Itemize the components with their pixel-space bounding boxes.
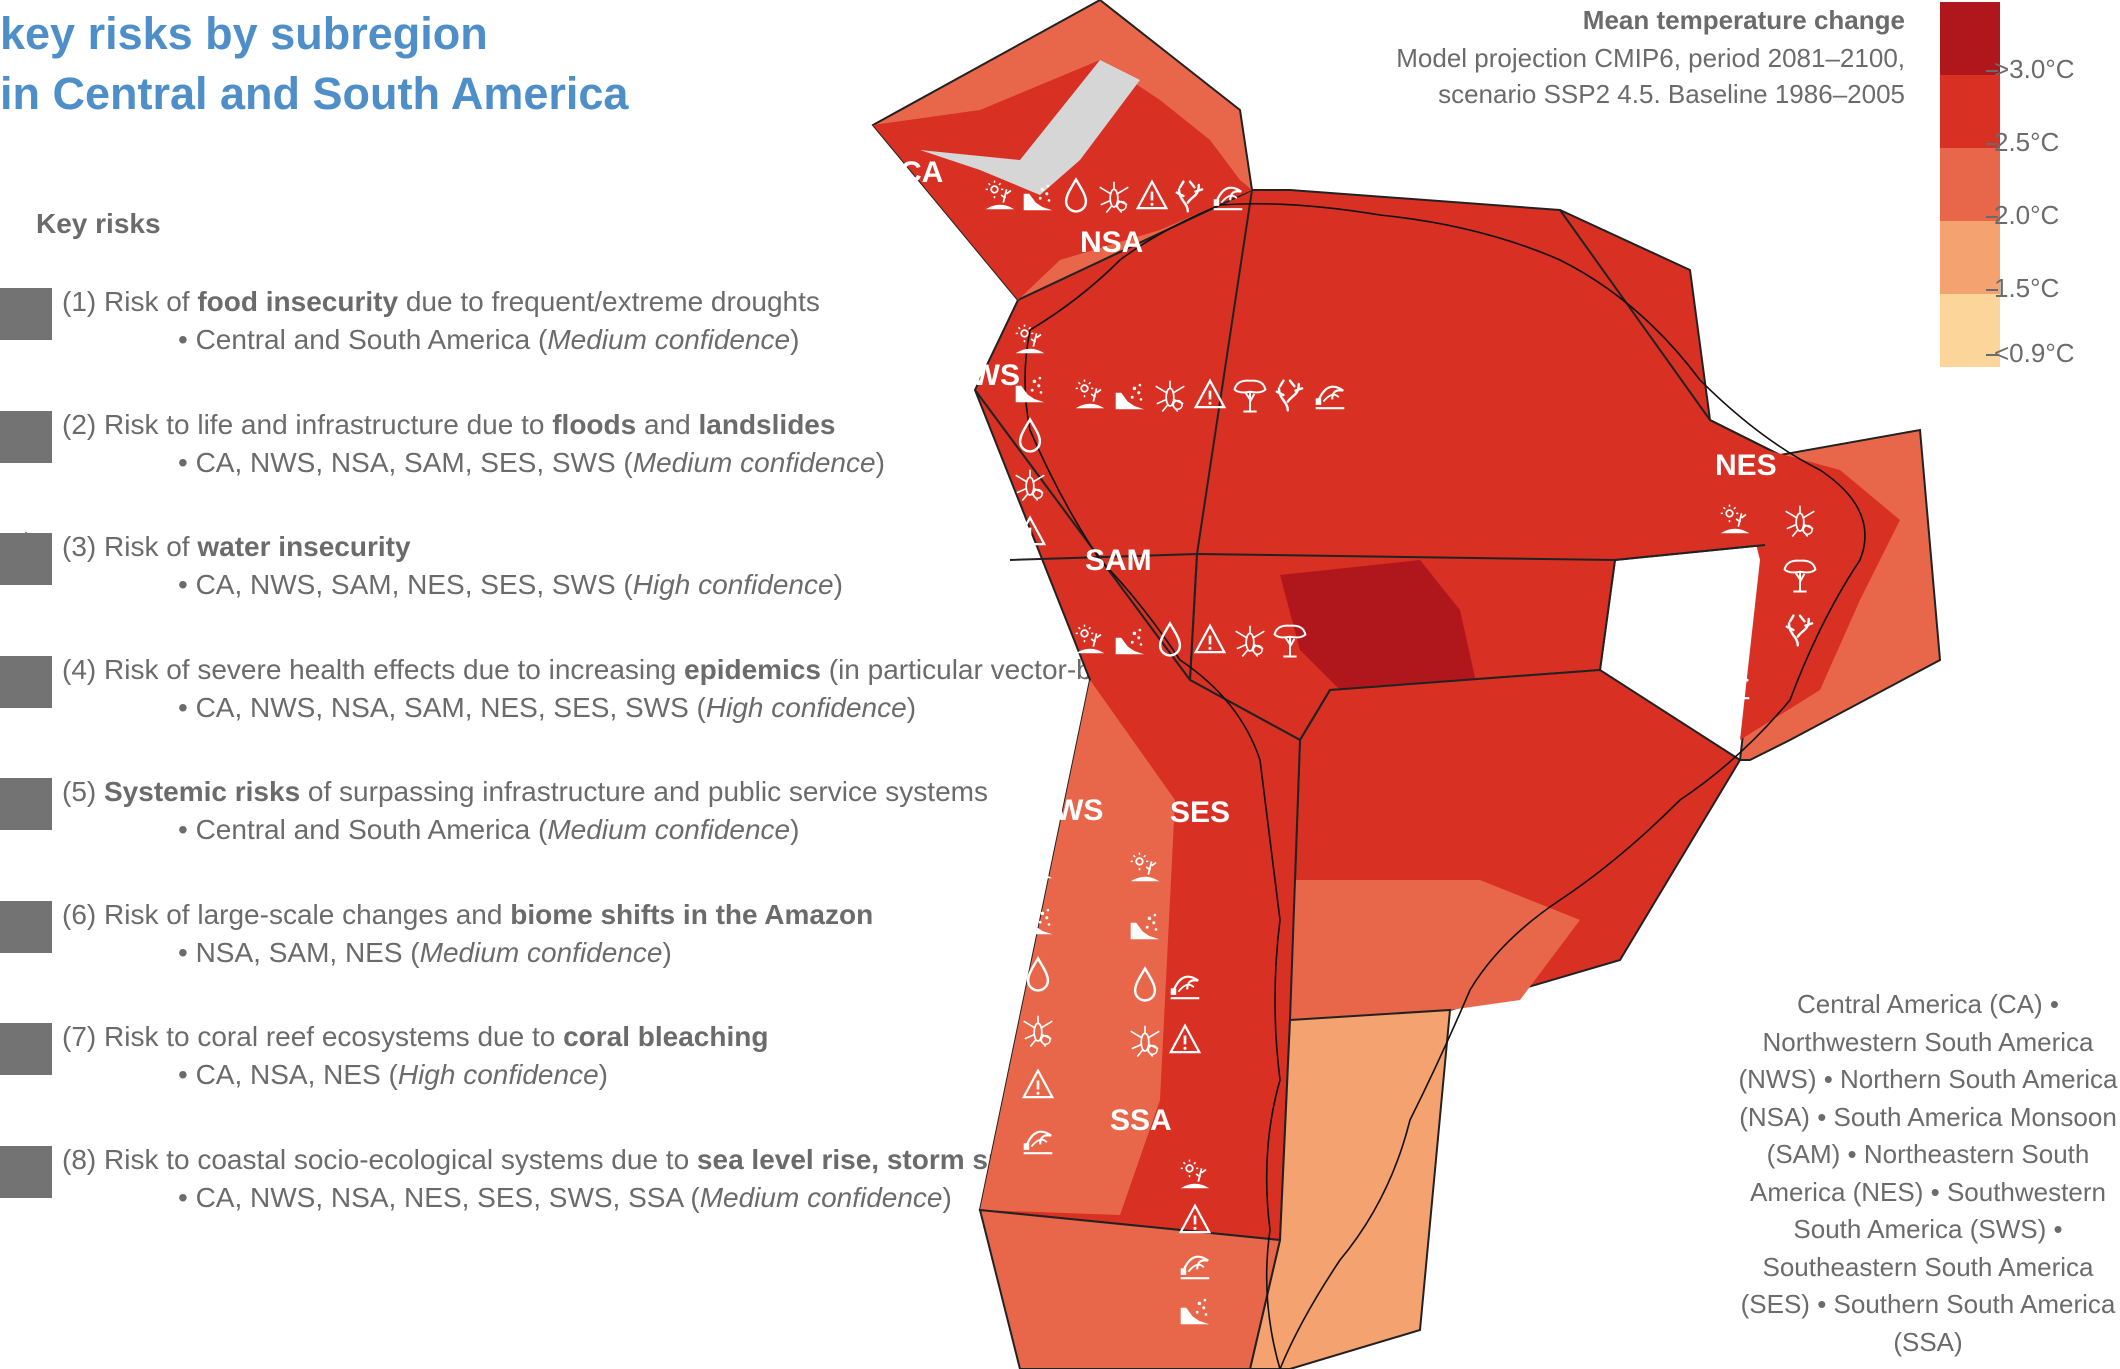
- key-risk-regions: • Central and South America (Medium conf…: [178, 324, 800, 355]
- region-ca-gray: [920, 60, 1140, 195]
- key-risk-regions: • CA, NWS, NSA, SAM, SES, SWS (Medium co…: [178, 446, 885, 478]
- region-risk-icon: [1022, 848, 1054, 880]
- drought-food-icon: [0, 284, 52, 344]
- coastal-wave-icon: [0, 1142, 52, 1202]
- region-label-nsa: NSA: [1080, 226, 1143, 259]
- region-sws-coast: [980, 680, 1175, 1215]
- key-risks-heading: Key risks: [36, 208, 161, 239]
- water-drop-icon: [0, 529, 52, 589]
- subregion-map: CA NWS NSA NES SAM SWS SES SSA: [871, 0, 1942, 1369]
- legend-title: Mean temperature change: [1582, 5, 1905, 35]
- scale-swatch: [1940, 294, 2000, 367]
- key-risk-regions: • CA, NSA, NES (High confidence): [178, 1059, 608, 1090]
- temperature-color-scale: [1940, 2, 2000, 367]
- region-ca-mainland: [873, 60, 1252, 300]
- region-nes-inner: [1730, 440, 1900, 740]
- region-label-ssa: SSA: [1110, 1104, 1172, 1137]
- region-label-ca: CA: [900, 156, 943, 189]
- key-risk-regions: • CA, NWS, SAM, NES, SES, SWS (High conf…: [178, 569, 843, 600]
- tree-icon: [0, 897, 52, 957]
- key-risk-item: (8) Risk to coastal socio-ecological sys…: [0, 1142, 1332, 1242]
- legend-subtitle-1: Model projection CMIP6, period 2081–2100…: [1396, 43, 1905, 73]
- key-risk-item: (2) Risk to life and infrastructure due …: [0, 407, 1330, 507]
- scale-tick: [1986, 143, 1998, 145]
- region-label-ses: SES: [1170, 796, 1230, 829]
- key-risk-regions: • Central and South America (Medium conf…: [178, 814, 800, 845]
- scale-swatch: [1940, 148, 2000, 221]
- scale-label: <0.9°C: [1994, 338, 2075, 368]
- region-label-nws: NWS: [950, 359, 1020, 392]
- scale-swatch: [1940, 2, 2000, 75]
- region-label-nes: NES: [1715, 449, 1777, 482]
- scale-label: 2.5°C: [1994, 127, 2060, 157]
- key-risk-item: (6) Risk of large-scale changes and biom…: [0, 897, 1330, 997]
- region-borders: [1009, 189, 1766, 741]
- title-line-1: key risks by subregion: [0, 8, 488, 59]
- landslide-icon: [0, 407, 52, 467]
- scale-label: >3.0°C: [1994, 54, 2075, 84]
- scale-swatch: [1940, 75, 2000, 148]
- key-risk-item: (4) Risk of severe health effects due to…: [0, 652, 1330, 752]
- coral-icon: [0, 1019, 52, 1079]
- region-label-sam: SAM: [1085, 544, 1152, 577]
- scale-tick: [1986, 354, 1998, 356]
- coastline: [1024, 202, 1866, 1369]
- page-title: key risks by subregion in Central and So…: [0, 4, 628, 124]
- key-risk-item: (5) Systemic risks of surpassing infrast…: [0, 774, 1330, 874]
- key-risk-regions: • CA, NWS, NSA, SAM, NES, SES, SWS (High…: [178, 691, 917, 723]
- key-risk-text: (1) Risk of food insecurity due to frequ…: [62, 286, 820, 317]
- key-risk-regions: • CA, NWS, NSA, NES, SES, SWS, SSA (Medi…: [178, 1181, 952, 1213]
- scale-tick: [1986, 289, 1998, 291]
- warning-icon: [0, 774, 52, 834]
- region-risk-icon: [1014, 570, 1046, 595]
- region-annotations: CA NWS NSA NES SAM SWS SES SSA: [900, 156, 1817, 1325]
- scale-swatch: [1940, 221, 2000, 294]
- key-risk-item: (7) Risk to coral reef ecosystems due to…: [0, 1019, 1330, 1119]
- title-line-2: in Central and South America: [0, 68, 629, 119]
- region-ssa-west[interactable]: [978, 1208, 1282, 1369]
- key-risk-text: (6) Risk of large-scale changes and biom…: [62, 898, 874, 930]
- key-risk-text: (2) Risk to life and infrastructure due …: [62, 408, 836, 440]
- key-risk-text: (5) Systemic risks of surpassing infrast…: [62, 776, 988, 807]
- key-risk-item: (1) Risk of food insecurity due to frequ…: [0, 284, 1330, 384]
- region-label-sws: SWS: [1035, 794, 1103, 827]
- key-risk-regions: • NSA, SAM, NES (Medium confidence): [178, 936, 672, 968]
- region-polygons: [871, 0, 1942, 1369]
- key-risk-text: (4) Risk of severe health effects due to…: [62, 653, 1276, 685]
- region-ses-light: [1290, 880, 1580, 1020]
- region-risk-icon: [1723, 612, 1747, 647]
- key-risk-item: (3) Risk of water insecurity • CA, NWS, S…: [0, 529, 1330, 629]
- mosquito-icon: [0, 652, 52, 712]
- region-names-footnote: Central America (CA) • Northwestern Sout…: [1738, 989, 2118, 1357]
- key-risk-text: (3) Risk of water insecurity: [62, 531, 411, 562]
- region-risk-icon: [1719, 559, 1751, 589]
- legend-subtitle-2: scenario SSP2 4.5. Baseline 1986–2005: [1438, 79, 1905, 109]
- scale-tick: [1986, 70, 1998, 72]
- key-risk-text: (7) Risk to coral reef ecosystems due to…: [62, 1021, 769, 1052]
- scale-label: 2.0°C: [1994, 200, 2060, 230]
- scale-label: 1.5°C: [1994, 273, 2060, 303]
- scale-tick: [1986, 216, 1998, 218]
